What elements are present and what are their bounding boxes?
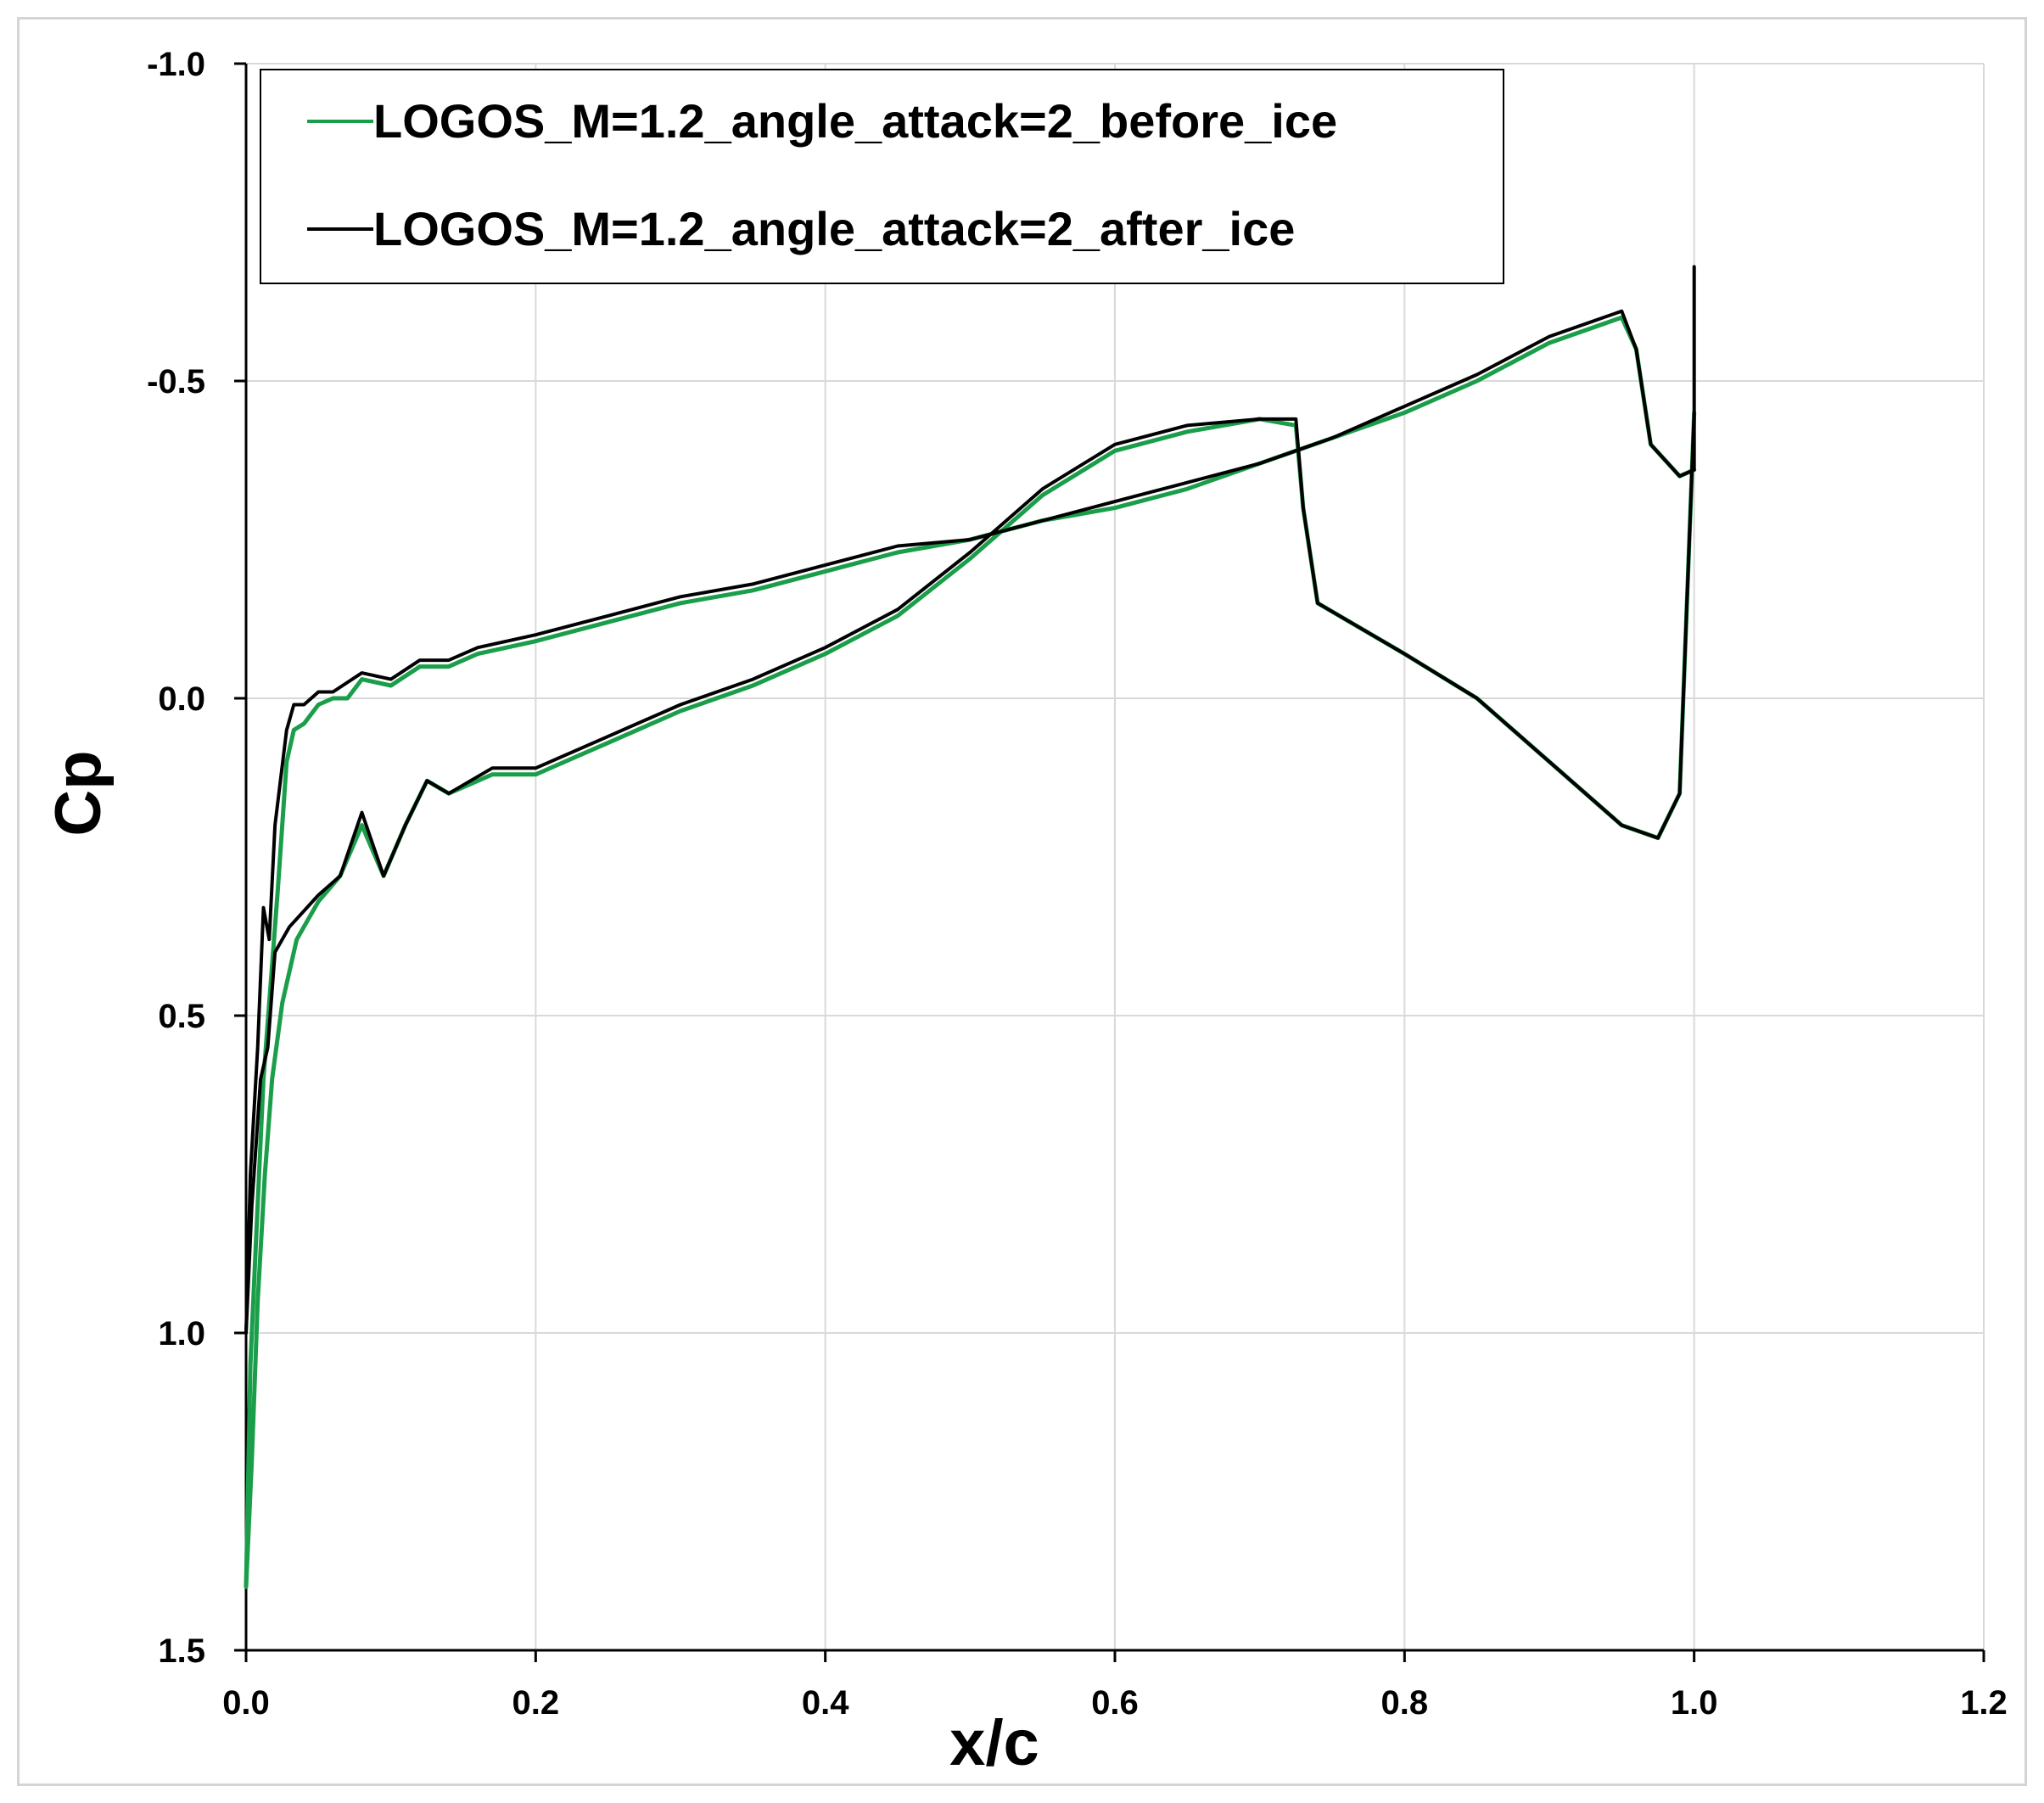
series-line-before-ice-lower <box>244 410 1697 1589</box>
series-line-before-ice-upper <box>244 315 1697 1589</box>
y-tick-label: -0.5 <box>147 363 205 400</box>
x-tick-label: 1.0 <box>1671 1684 1718 1722</box>
y-tick-label: -1.0 <box>147 46 205 83</box>
legend-box <box>260 69 1504 284</box>
legend-label-before-ice: LOGOS_M=1.2_angle_attack=2_before_ice <box>373 94 1337 148</box>
chart-frame <box>17 17 2027 1786</box>
x-tick-label: 0.4 <box>802 1684 849 1722</box>
x-tick-label: 0.0 <box>222 1684 270 1722</box>
series-line-after-ice-lower <box>244 411 1696 1335</box>
y-axis-title: Cp <box>42 750 115 836</box>
legend-label-after-ice: LOGOS_M=1.2_angle_attack=2_after_ice <box>373 202 1295 255</box>
axes <box>234 62 1985 1662</box>
y-tick-label: 0.5 <box>158 998 205 1035</box>
series-line-after-ice-upper <box>244 265 1696 1335</box>
x-tick-label: 0.6 <box>1091 1684 1139 1722</box>
series-layer <box>244 265 1697 1589</box>
x-axis-title: x/c <box>949 1707 1039 1779</box>
y-tick-label: 0.0 <box>158 680 205 718</box>
x-tick-label: 0.2 <box>512 1684 560 1722</box>
x-tick-label: 0.8 <box>1381 1684 1429 1722</box>
grid-lines <box>246 63 1985 1650</box>
legend: LOGOS_M=1.2_angle_attack=2_before_ice LO… <box>260 69 1504 284</box>
tick-labels: 0.0 0.2 0.4 0.6 0.8 1.0 1.2 -1.0 -0.5 0.0 0.5 1.0 1.… <box>147 46 2008 1722</box>
y-tick-label: 1.5 <box>158 1632 205 1670</box>
y-tick-label: 1.0 <box>158 1315 205 1352</box>
x-tick-label: 1.2 <box>1960 1684 2008 1722</box>
